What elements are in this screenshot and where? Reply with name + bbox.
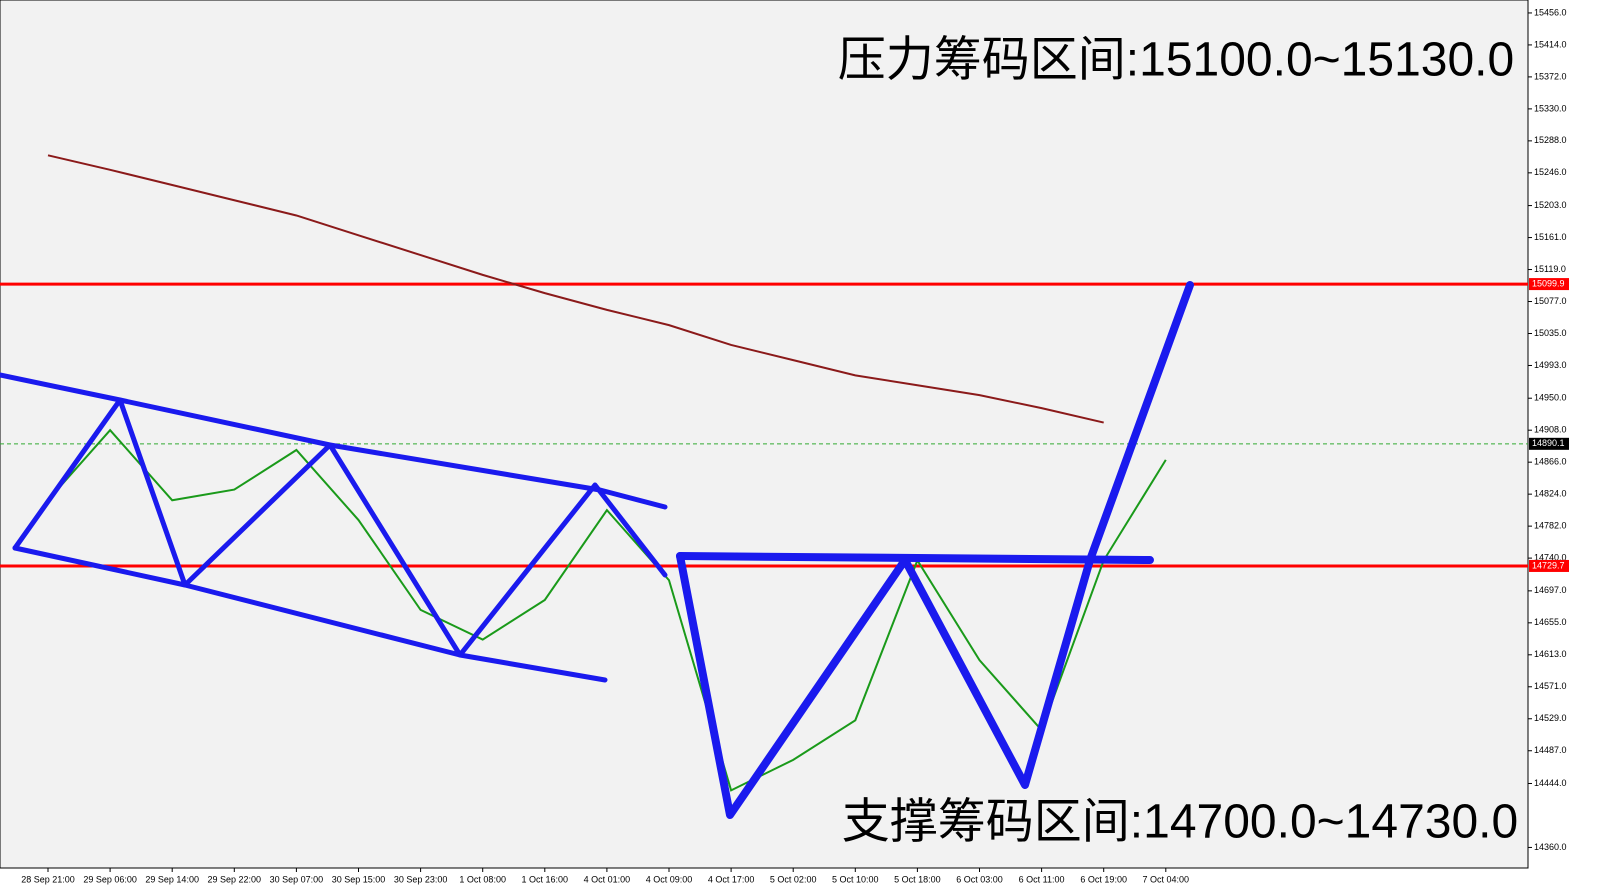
x-tick-label: 5 Oct 02:00 [770, 874, 817, 884]
y-tick-label: 14487.0 [1534, 745, 1567, 755]
series-line [47, 428, 1167, 792]
y-tick-label: 14740.0 [1534, 552, 1567, 562]
x-tick-label: 6 Oct 03:00 [956, 874, 1003, 884]
x-tick-label: 29 Sep 14:00 [145, 874, 199, 884]
y-tick-label: 14908.0 [1534, 425, 1567, 435]
y-tick-label: 15372.0 [1534, 71, 1567, 81]
y-tick-label: 14866.0 [1534, 457, 1567, 467]
y-tick-label: 14529.0 [1534, 713, 1567, 723]
y-tick-label: 14655.0 [1534, 617, 1567, 627]
x-tick-label: 5 Oct 18:00 [894, 874, 941, 884]
x-tick-label: 6 Oct 11:00 [1019, 874, 1065, 884]
resistance-annotation: 压力筹码区间:15100.0~15130.0 [838, 34, 1514, 87]
x-tick-label: 4 Oct 09:00 [646, 874, 693, 884]
y-tick-label: 15119.0 [1534, 264, 1566, 274]
price-tag-label: 15099.9 [1532, 278, 1565, 288]
y-tick-label: 15456.0 [1534, 7, 1567, 17]
series-line [47, 154, 1104, 424]
x-tick-label: 29 Sep 06:00 [83, 874, 137, 884]
y-tick-label: 14613.0 [1534, 649, 1567, 659]
y-tick-label: 15077.0 [1534, 296, 1567, 306]
x-tick-label: 30 Sep 15:00 [332, 874, 386, 884]
y-tick-label: 14950.0 [1534, 393, 1567, 403]
price-tag-label: 14890.1 [1532, 438, 1565, 448]
support-annotation: 支撑筹码区间:14700.0~14730.0 [842, 796, 1518, 849]
x-tick-label: 30 Sep 07:00 [270, 874, 324, 884]
y-tick-label: 14824.0 [1534, 489, 1567, 499]
y-tick-label: 14782.0 [1534, 521, 1567, 531]
y-tick-label: 14444.0 [1534, 778, 1567, 788]
x-tick-label: 28 Sep 21:00 [21, 874, 75, 884]
price-tag [1529, 278, 1569, 291]
x-tick-label: 7 Oct 04:00 [1143, 874, 1190, 884]
y-tick-label: 15330.0 [1534, 103, 1567, 113]
y-tick-label: 15414.0 [1534, 39, 1567, 49]
price-tag [1529, 437, 1569, 450]
y-tick-label: 15288.0 [1534, 135, 1567, 145]
x-tick-label: 29 Sep 22:00 [208, 874, 262, 884]
x-tick-label: 6 Oct 19:00 [1080, 874, 1127, 884]
x-tick-label: 5 Oct 10:00 [832, 874, 879, 884]
y-tick-label: 15203.0 [1534, 200, 1567, 210]
x-tick-label: 1 Oct 08:00 [459, 874, 506, 884]
y-tick-label: 15246.0 [1534, 167, 1567, 177]
y-tick-label: 15035.0 [1534, 328, 1567, 338]
price-tag-label: 14729.7 [1532, 560, 1565, 570]
y-tick-label: 14993.0 [1534, 360, 1567, 370]
plot-area [0, 0, 1529, 869]
drawn-arrows [0, 281, 1194, 819]
x-tick-label: 4 Oct 01:00 [584, 874, 631, 884]
x-tick-label: 1 Oct 16:00 [522, 874, 569, 884]
price-tag [1529, 559, 1569, 572]
y-tick-label: 15161.0 [1534, 232, 1567, 242]
y-tick-label: 14360.0 [1534, 842, 1567, 852]
x-tick-label: 4 Oct 17:00 [708, 874, 755, 884]
y-tick-label: 14571.0 [1534, 681, 1567, 691]
x-tick-label: 30 Sep 23:00 [394, 874, 448, 884]
y-tick-label: 14697.0 [1534, 585, 1567, 595]
